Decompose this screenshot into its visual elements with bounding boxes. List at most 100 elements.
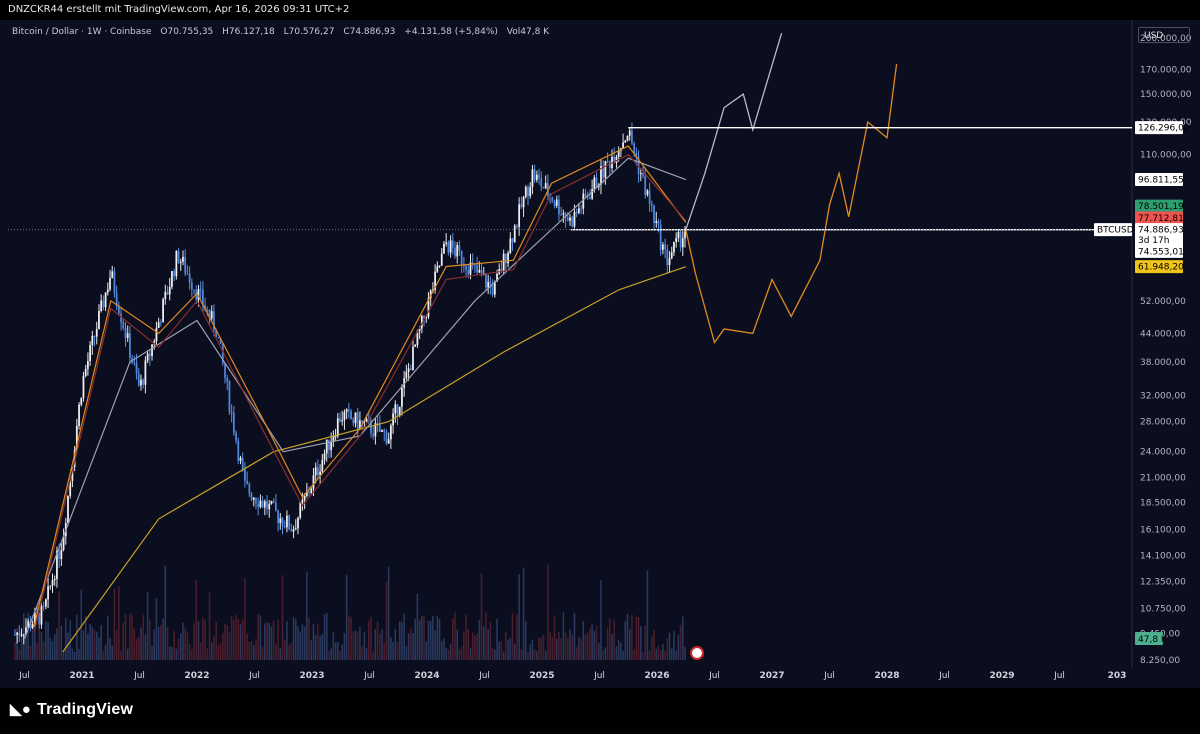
volume-bar	[682, 616, 684, 660]
volume-bar	[418, 619, 421, 660]
volume-bar	[76, 614, 78, 660]
flag-icon	[690, 646, 704, 660]
x-tick-label: Jul	[823, 671, 835, 681]
plot-area	[0, 20, 1132, 668]
candle-body	[22, 634, 25, 636]
volume-bar	[113, 588, 116, 660]
x-tick-label: Jul	[133, 671, 145, 681]
volume-bar	[571, 635, 573, 660]
volume-bar	[246, 633, 248, 660]
candle-body	[655, 221, 658, 223]
volume-bar	[637, 617, 640, 660]
volume-bar	[531, 639, 534, 660]
volume-bar	[443, 638, 445, 660]
volume-bar	[434, 630, 436, 660]
candle-body	[387, 439, 390, 444]
x-tick-label: Jul	[248, 671, 260, 681]
candle-body	[226, 377, 229, 382]
volume-bar	[416, 593, 419, 660]
volume-bar	[374, 629, 377, 660]
volume-bar	[244, 578, 246, 660]
candle-body	[376, 423, 379, 425]
volume-bar	[230, 616, 233, 660]
candle-body	[325, 439, 328, 454]
y-tick-label: 21.000,00	[1140, 474, 1186, 484]
candle-body	[668, 258, 671, 266]
candle-body	[294, 528, 297, 530]
symbol-tag: BTCUSD	[1097, 226, 1134, 236]
volume-bar	[49, 637, 52, 660]
candle-body	[648, 190, 651, 204]
volume-bar	[261, 647, 264, 660]
currency-button[interactable]: USD	[1138, 27, 1190, 43]
footer-bar	[0, 688, 1200, 734]
volume-bar	[533, 649, 536, 660]
legend-symbol[interactable]: Bitcoin / Dollar · 1W · Coinbase	[12, 27, 152, 37]
candle-body	[259, 500, 262, 508]
volume-bar	[602, 650, 604, 660]
candle-body	[297, 517, 299, 529]
candle-body	[246, 480, 249, 484]
candle-body	[51, 579, 54, 586]
candle-body	[518, 204, 521, 227]
candle-body	[18, 632, 21, 636]
volume-bar	[314, 635, 317, 660]
candle-body	[456, 245, 459, 257]
candle-body	[341, 419, 344, 422]
price-chart[interactable]: 200.000,00170.000,00150.000,00130.000,00…	[0, 20, 1200, 688]
candle-body	[292, 529, 295, 532]
tradingview-logo[interactable]: ◣● TradingView	[10, 700, 133, 719]
candle-body	[451, 240, 454, 248]
volume-bar	[69, 620, 71, 660]
candle-body	[646, 190, 649, 195]
volume-bar	[593, 630, 596, 660]
legend-volume: Vol47,8 K	[506, 27, 550, 37]
legend-change: +4.131,58 (+5,84%)	[404, 27, 498, 37]
volume-bar	[376, 621, 379, 660]
volume-bar	[361, 646, 363, 660]
volume-bar	[527, 651, 529, 660]
volume-bar	[421, 616, 423, 660]
price-label-bg	[1135, 233, 1183, 247]
x-tick-label: 2022	[184, 671, 209, 681]
projection-path-white	[685, 33, 783, 230]
candle-body	[500, 269, 503, 271]
volume-bar	[144, 634, 147, 660]
volume-bar	[303, 626, 306, 660]
candle-body	[551, 197, 554, 203]
volume-bar	[651, 636, 653, 660]
volume-bar	[633, 649, 635, 660]
candle-body	[520, 204, 523, 208]
x-tick-label: 203	[1108, 671, 1127, 681]
volume-bar	[485, 612, 487, 660]
volume-bar	[600, 580, 602, 660]
volume-bar	[452, 618, 454, 660]
volume-bar	[146, 592, 149, 660]
candle-body	[480, 270, 483, 275]
candle-body	[409, 368, 412, 371]
volume-bar	[410, 628, 412, 660]
volume-bar	[640, 625, 642, 660]
volume-bar	[655, 648, 658, 660]
volume-bar	[345, 575, 348, 660]
volume-bar	[631, 614, 633, 660]
volume-bar	[73, 651, 76, 660]
candle-body	[177, 251, 180, 263]
volume-bar	[606, 627, 609, 660]
volume-bar	[567, 638, 569, 660]
volume-bar	[507, 640, 509, 660]
candle-body	[425, 316, 428, 318]
price-label-bg	[1135, 121, 1183, 135]
candle-body	[381, 430, 383, 432]
volume-bar	[635, 617, 638, 660]
candle-body	[224, 363, 226, 378]
candle-body	[418, 328, 421, 332]
volume-bar	[659, 649, 662, 660]
volume-bar	[151, 645, 153, 660]
candle-body	[538, 174, 540, 179]
candle-body	[20, 634, 23, 636]
volume-bar	[36, 643, 38, 660]
candle-body	[310, 488, 313, 493]
x-tick-label: 2025	[529, 671, 554, 681]
candle-body	[447, 242, 450, 253]
